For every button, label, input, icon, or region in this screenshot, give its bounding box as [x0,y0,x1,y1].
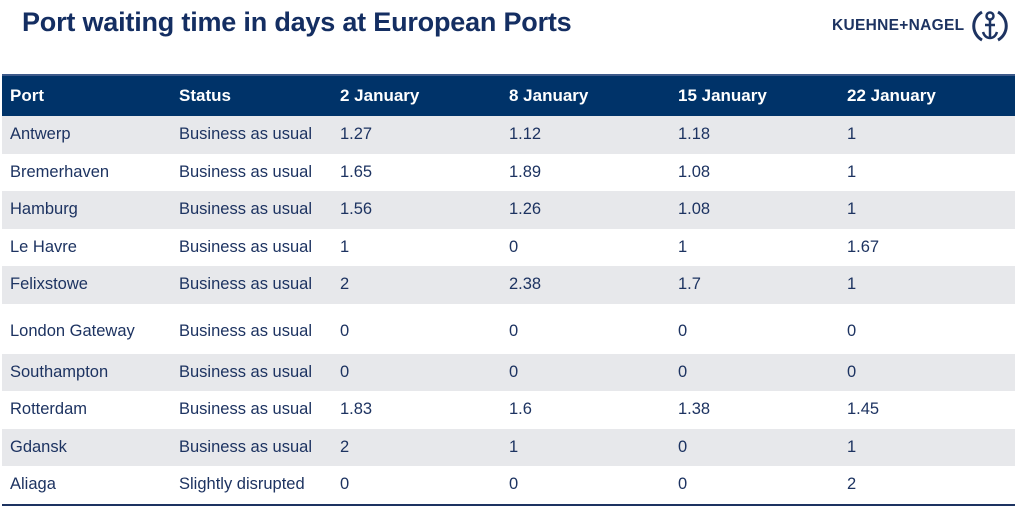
value-cell: 0 [670,428,839,466]
value-cell: 2 [847,475,857,494]
port-name-cell: Aliaga [10,475,56,494]
logo-text: KUEHNE+NAGEL [832,17,965,34]
status-cell: Business as usual [171,191,332,229]
value-cell: 1.27 [332,116,501,154]
value-cell: 0 [678,475,688,494]
kuehne-nagel-logo: KUEHNE+NAGEL [832,6,1009,46]
value-cell: 1.26 [501,191,670,229]
port-name-cell: Felixstowe [2,266,171,304]
table-row: Aliaga Slightly disrupted 0 0 0 2 [2,466,1015,505]
value-cell: 1.38 [678,400,711,419]
header-status: Status [171,74,332,116]
table-row: Antwerp Business as usual 1.27 1.12 1.18 1 [2,116,1015,154]
value-cell: 1.56 [332,191,501,229]
value-cell: 1 [340,237,350,256]
status-cell: Business as usual [171,428,332,466]
value-cell: 0 [509,322,519,340]
status-cell: Business as usual [179,322,312,340]
value-cell: 1.67 [847,237,880,256]
anchor-icon [972,10,1009,42]
value-cell: 1.7 [670,266,839,304]
status-cell: Business as usual [179,162,312,181]
table-row: London Gateway Business as usual 0 0 0 0 [2,304,1015,354]
port-name-cell: Antwerp [2,116,171,154]
value-cell: 1.89 [509,162,542,181]
value-cell: 2 [332,428,501,466]
header-date: 2 January [332,74,501,116]
status-cell: Business as usual [171,266,332,304]
value-cell: 1.45 [847,400,880,419]
port-name-cell: London Gateway [10,322,135,340]
table-row: Le Havre Business as usual 1 0 1 1.67 [2,229,1015,267]
status-cell: Business as usual [171,353,332,391]
value-cell: 0 [501,353,670,391]
value-cell: 1 [839,116,1015,154]
value-cell: 0 [509,237,519,256]
header-date: 8 January [501,74,670,116]
value-cell: 1 [847,162,857,181]
port-name-cell: Southampton [2,353,171,391]
value-cell: 1.08 [670,191,839,229]
status-cell: Slightly disrupted [179,475,305,494]
value-cell: 1.83 [340,400,373,419]
port-name-cell: Rotterdam [10,400,88,419]
value-cell: 2.38 [501,266,670,304]
table-row: Bremerhaven Business as usual 1.65 1.89 1.08… [2,154,1015,192]
value-cell: 0 [332,353,501,391]
status-cell: Business as usual [179,237,312,256]
value-cell: 1.08 [678,162,711,181]
port-name-cell: Gdansk [2,428,171,466]
value-cell: 1.6 [509,400,532,419]
value-cell: 0 [670,353,839,391]
status-cell: Business as usual [179,400,312,419]
table-row: Gdansk Business as usual 2 1 0 1 [2,428,1015,466]
table-row: Rotterdam Business as usual 1.83 1.6 1.38 1.4… [2,391,1015,429]
header-date: 15 January [670,74,839,116]
value-cell: 1 [839,428,1015,466]
value-cell: 1 [839,266,1015,304]
value-cell: 1.65 [340,162,373,181]
table-row: Southampton Business as usual 0 0 0 0 [2,353,1015,391]
value-cell: 0 [839,353,1015,391]
value-cell: 2 [332,266,501,304]
port-name-cell: Bremerhaven [10,162,110,181]
value-cell: 0 [847,322,857,340]
value-cell: 1 [501,428,670,466]
value-cell: 0 [509,475,519,494]
header-date: 22 January [839,74,1015,116]
port-name-cell: Le Havre [10,237,77,256]
value-cell: 0 [340,322,350,340]
status-cell: Business as usual [171,116,332,154]
page-title: Port waiting time in days at European Po… [22,7,572,37]
value-cell: 1 [839,191,1015,229]
value-cell: 1.18 [670,116,839,154]
header-row: Port Status 2 January 8 January 15 Janua… [2,74,1015,116]
value-cell: 1.12 [501,116,670,154]
header-port: Port [2,74,171,116]
table-row: Hamburg Business as usual 1.56 1.26 1.08 1 [2,191,1015,229]
value-cell: 1 [678,237,688,256]
value-cell: 0 [340,475,350,494]
port-waiting-table: Port Status 2 January 8 January 15 Janua… [2,74,1015,506]
table-row: Felixstowe Business as usual 2 2.38 1.7 1 [2,266,1015,304]
value-cell: 0 [678,322,688,340]
port-name-cell: Hamburg [2,191,171,229]
